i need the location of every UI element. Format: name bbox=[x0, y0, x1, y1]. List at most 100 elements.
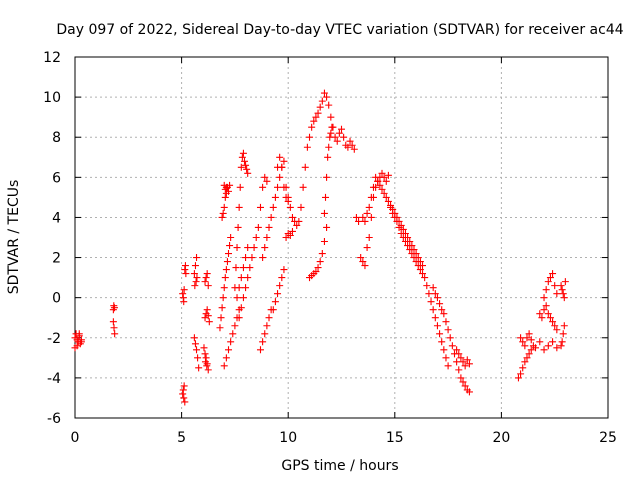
data-point bbox=[427, 298, 435, 306]
data-point bbox=[180, 286, 188, 294]
data-point bbox=[549, 318, 557, 326]
data-point bbox=[553, 344, 561, 352]
x-tick-label: 5 bbox=[177, 430, 186, 446]
data-point bbox=[363, 244, 371, 252]
data-point bbox=[423, 282, 431, 290]
data-point bbox=[109, 318, 117, 326]
data-point bbox=[276, 173, 284, 181]
data-point bbox=[282, 234, 290, 241]
data-point bbox=[397, 229, 405, 237]
data-point bbox=[288, 213, 296, 221]
data-point bbox=[179, 386, 187, 394]
data-point bbox=[243, 165, 251, 173]
data-point bbox=[293, 221, 301, 229]
data-point bbox=[461, 382, 469, 390]
data-point bbox=[325, 101, 333, 109]
data-point bbox=[233, 294, 241, 302]
data-point bbox=[265, 223, 273, 231]
data-point bbox=[442, 354, 450, 362]
data-point bbox=[181, 398, 189, 406]
data-point bbox=[227, 234, 235, 241]
data-point bbox=[549, 270, 557, 278]
data-point bbox=[284, 197, 292, 205]
data-point bbox=[352, 213, 360, 221]
data-point bbox=[327, 129, 335, 137]
x-tick-label: 25 bbox=[599, 430, 617, 446]
x-tick-label: 0 bbox=[71, 430, 80, 446]
data-point bbox=[237, 304, 245, 312]
data-point bbox=[276, 282, 284, 290]
data-point bbox=[179, 390, 187, 398]
data-point bbox=[335, 129, 343, 137]
data-point bbox=[235, 203, 243, 211]
data-point bbox=[280, 266, 288, 274]
data-point bbox=[286, 203, 294, 211]
data-point bbox=[205, 318, 213, 326]
data-point bbox=[242, 284, 250, 292]
data-point bbox=[438, 306, 446, 314]
data-point bbox=[453, 346, 461, 354]
data-point bbox=[271, 298, 279, 306]
data-point bbox=[546, 274, 554, 282]
data-point bbox=[440, 310, 448, 318]
data-point bbox=[312, 268, 320, 276]
data-point bbox=[395, 223, 403, 231]
data-point bbox=[278, 274, 286, 282]
data-point bbox=[558, 286, 566, 294]
data-point bbox=[254, 223, 262, 231]
x-tick-label: 20 bbox=[492, 430, 510, 446]
data-point bbox=[540, 294, 548, 302]
data-point bbox=[406, 246, 414, 254]
data-point bbox=[204, 366, 212, 374]
data-point bbox=[323, 173, 331, 181]
y-tick-label: -4 bbox=[47, 371, 61, 387]
data-point bbox=[191, 262, 199, 270]
data-point bbox=[546, 314, 554, 322]
data-point bbox=[274, 290, 282, 298]
data-point bbox=[229, 330, 237, 338]
data-point bbox=[436, 300, 444, 308]
data-point bbox=[527, 336, 535, 344]
data-point bbox=[263, 234, 271, 241]
data-point bbox=[557, 282, 565, 290]
data-point bbox=[261, 330, 269, 338]
data-point bbox=[314, 264, 322, 272]
data-point bbox=[221, 193, 229, 201]
data-point bbox=[110, 324, 118, 332]
data-point bbox=[455, 366, 463, 374]
data-point bbox=[203, 360, 211, 368]
data-point bbox=[521, 342, 529, 350]
data-point bbox=[190, 334, 198, 342]
data-point bbox=[244, 169, 252, 177]
data-point bbox=[269, 306, 277, 314]
data-point bbox=[444, 362, 452, 370]
data-point bbox=[346, 137, 354, 145]
data-point bbox=[193, 274, 201, 282]
data-point bbox=[203, 270, 211, 278]
data-point bbox=[536, 338, 544, 346]
data-point bbox=[181, 262, 189, 270]
data-point bbox=[111, 330, 119, 338]
data-point bbox=[320, 89, 328, 97]
data-point bbox=[326, 133, 334, 141]
data-point bbox=[538, 314, 546, 322]
data-point bbox=[318, 97, 326, 105]
data-point bbox=[404, 242, 412, 250]
data-point bbox=[444, 326, 452, 334]
data-point bbox=[446, 334, 454, 342]
data-point bbox=[365, 203, 373, 211]
data-point bbox=[278, 163, 286, 171]
data-point bbox=[359, 213, 367, 221]
data-point bbox=[193, 254, 201, 262]
data-point bbox=[226, 181, 234, 189]
data-point bbox=[459, 378, 467, 386]
data-point bbox=[193, 346, 201, 354]
data-point bbox=[514, 374, 522, 382]
x-tick-label: 15 bbox=[386, 430, 404, 446]
data-point bbox=[306, 133, 314, 141]
data-point bbox=[384, 171, 392, 179]
data-point bbox=[320, 209, 328, 217]
data-point bbox=[551, 322, 559, 330]
data-point bbox=[325, 143, 333, 151]
